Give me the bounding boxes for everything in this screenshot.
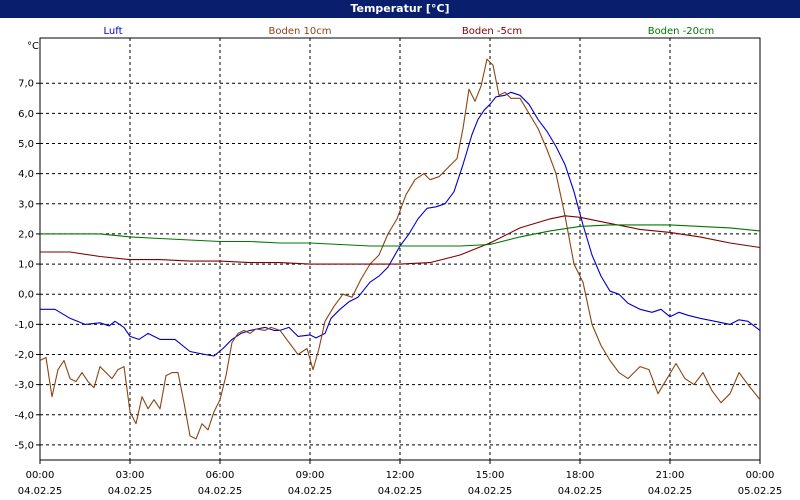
- series-line-luft: [40, 91, 761, 357]
- x-tick-time-label: 15:00: [476, 470, 505, 481]
- temperature-chart: °C Luft Boden 10cm Boden -5cm Boden -20cm 7…: [14, 26, 783, 497]
- x-tick-time-label: 00:00: [26, 470, 55, 481]
- series-line-boden-5cm: [40, 215, 761, 265]
- x-tick-time-label: 00:00: [746, 470, 775, 481]
- y-tick-label: 4,0: [18, 169, 34, 180]
- x-tick-time-label: 03:00: [116, 470, 145, 481]
- plot-area-border: [39, 37, 761, 461]
- y-tick-label: 3,0: [18, 199, 34, 210]
- y-tick-label: -4,0: [14, 410, 34, 421]
- x-tick-date-label: 04.02.25: [108, 486, 153, 497]
- y-tick-label: 5,0: [18, 139, 34, 150]
- y-tick-label: 0,0: [18, 290, 34, 301]
- series-line-boden-20cm: [40, 224, 761, 247]
- y-tick-label: -3,0: [14, 380, 34, 391]
- gridlines: [40, 38, 760, 460]
- x-axis-ticks: 00:00 04.02.25 03:00 04.02.25 06:00 04.02.25 0…: [18, 460, 783, 497]
- legend: Luft Boden 10cm Boden -5cm Boden -20cm: [104, 26, 715, 37]
- y-tick-label: 2,0: [18, 229, 34, 240]
- x-tick-time-label: 12:00: [386, 470, 415, 481]
- legend-entry: Boden -5cm: [462, 26, 522, 37]
- legend-entry: Boden 10cm: [269, 26, 332, 37]
- series-line-boden-10cm: [39, 58, 761, 440]
- x-tick-date-label: 04.02.25: [648, 486, 693, 497]
- x-tick-time-label: 18:00: [566, 470, 595, 481]
- x-tick-time-label: 06:00: [206, 470, 235, 481]
- x-tick-time-label: 21:00: [656, 470, 685, 481]
- y-tick-label: 6,0: [18, 109, 34, 120]
- legend-entry: Boden -20cm: [648, 26, 715, 37]
- y-tick-label: 1,0: [18, 260, 34, 271]
- x-tick-date-label: 04.02.25: [558, 486, 603, 497]
- window-title: Temperatur [°C]: [0, 0, 800, 18]
- x-tick-date-label: 05.02.25: [738, 486, 783, 497]
- x-tick-date-label: 04.02.25: [378, 486, 423, 497]
- y-tick-label: -5,0: [14, 440, 34, 451]
- y-tick-label: -2,0: [14, 350, 34, 361]
- legend-entry: Luft: [104, 26, 123, 37]
- series-lines: [39, 58, 761, 440]
- y-tick-label: 7,0: [18, 79, 34, 90]
- x-tick-date-label: 04.02.25: [198, 486, 243, 497]
- x-tick-date-label: 04.02.25: [18, 486, 63, 497]
- y-tick-label: -1,0: [14, 320, 34, 331]
- y-axis-ticks: 7,0 6,0 5,0 4,0 3,0 2,0 1,0 0,0 -1,0 -2,0 -3,0 -4,0…: [14, 79, 40, 451]
- y-axis-unit-label: °C: [27, 41, 39, 52]
- x-tick-date-label: 04.02.25: [288, 486, 333, 497]
- x-tick-time-label: 09:00: [296, 470, 325, 481]
- x-tick-date-label: 04.02.25: [468, 486, 513, 497]
